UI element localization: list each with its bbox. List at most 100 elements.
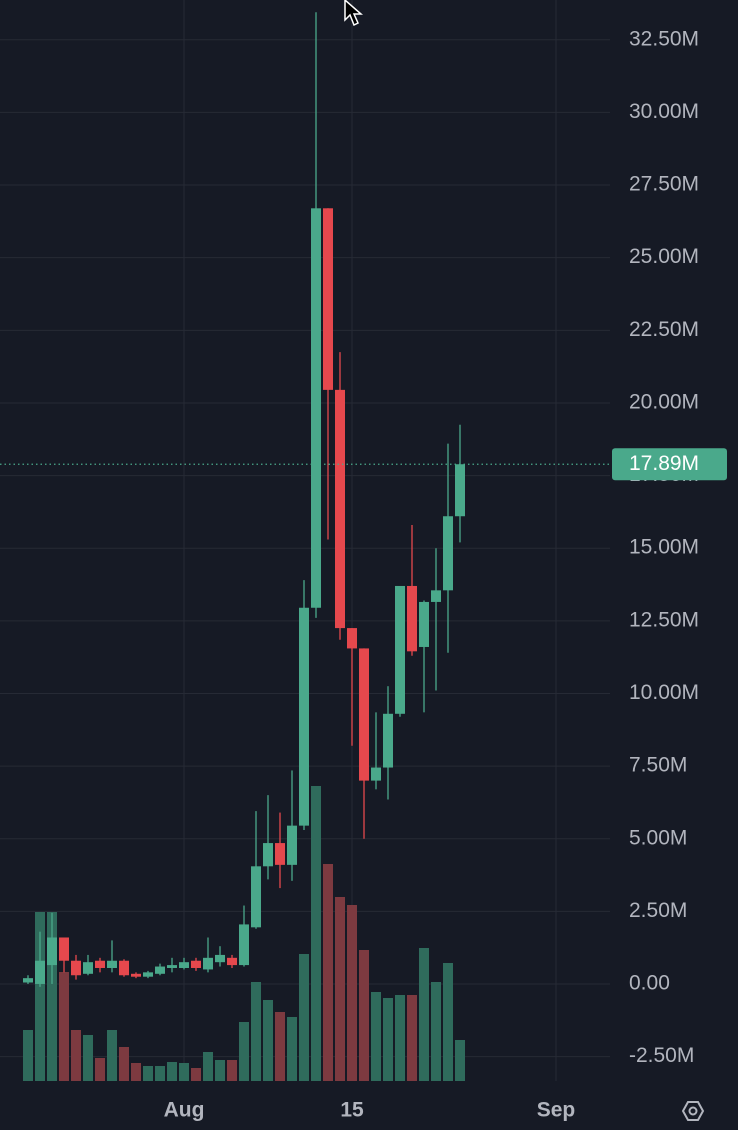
volume-bar <box>95 1058 105 1081</box>
y-tick-label: -2.50M <box>629 1044 694 1067</box>
candle-body <box>155 966 165 974</box>
volume-bar <box>383 998 393 1081</box>
candle-body <box>167 965 177 968</box>
volume-bar <box>179 1063 189 1081</box>
volume-bar <box>419 948 429 1081</box>
volume-bar <box>143 1066 153 1081</box>
y-tick-label: 15.00M <box>629 536 699 559</box>
volume-bar <box>155 1066 165 1081</box>
y-tick-label: 30.00M <box>629 100 699 123</box>
x-tick-label: 15 <box>340 1099 364 1122</box>
y-tick-label: 25.00M <box>629 245 699 268</box>
candle-body <box>191 960 201 968</box>
candle-body <box>287 825 297 865</box>
x-tick-label: Aug <box>164 1099 205 1122</box>
y-tick-label: 0.00 <box>629 972 670 995</box>
x-tick-label: Sep <box>537 1099 576 1122</box>
volume-bar <box>431 982 441 1081</box>
axis-layer: -2.50M 0.00 2.50M 5.00M 7.50M 10.00M 12.50M 15.… <box>0 27 727 1122</box>
candle-body <box>383 713 393 768</box>
volume-bar <box>347 905 357 1081</box>
candle-body <box>323 208 333 390</box>
volume-bar <box>227 1060 237 1081</box>
volume-bar <box>215 1060 225 1081</box>
candle-body <box>203 957 213 970</box>
settings-icon-center[interactable] <box>688 1106 698 1116</box>
last-price-label: 17.89M <box>629 452 699 475</box>
candle-body <box>431 590 441 602</box>
candle-body <box>299 607 309 826</box>
volume-bar <box>287 1017 297 1081</box>
candle-body <box>71 960 81 976</box>
candle-body <box>107 960 117 968</box>
candle-body <box>143 972 153 977</box>
y-tick-label: 7.50M <box>629 754 687 777</box>
candle-body <box>455 464 465 517</box>
candle-body <box>419 601 429 647</box>
candle-body <box>407 585 417 652</box>
candle-layer <box>23 12 465 987</box>
volume-bar <box>35 912 45 1081</box>
candle-body <box>443 516 453 591</box>
settings-icon[interactable] <box>681 1101 705 1121</box>
volume-bar <box>407 995 417 1081</box>
volume-bar <box>167 1062 177 1081</box>
candle-body <box>35 960 45 984</box>
volume-bar <box>131 1063 141 1081</box>
volume-bar <box>311 786 321 1081</box>
volume-bar <box>359 950 369 1081</box>
volume-layer <box>23 786 465 1081</box>
volume-bar <box>83 1035 93 1081</box>
candle-body <box>59 937 69 961</box>
volume-bar <box>455 1040 465 1081</box>
volume-bar <box>371 992 381 1081</box>
volume-bar <box>335 897 345 1081</box>
y-tick-label: 20.00M <box>629 390 699 413</box>
y-tick-label: 32.50M <box>629 27 699 50</box>
y-tick-label: 27.50M <box>629 173 699 196</box>
last-price-badge <box>612 448 727 481</box>
candle-body <box>347 628 357 649</box>
volume-bar <box>47 912 57 1081</box>
mouse-cursor <box>344 0 363 27</box>
volume-bar <box>251 982 261 1081</box>
y-tick-label: 10.00M <box>629 681 699 704</box>
volume-bar <box>395 995 405 1081</box>
volume-bar <box>203 1052 213 1081</box>
volume-bar <box>323 864 333 1081</box>
volume-bar <box>191 1068 201 1081</box>
volume-bar <box>23 1030 33 1081</box>
settings-button[interactable] <box>681 1101 705 1121</box>
candle-body <box>275 843 285 865</box>
volume-bar <box>119 1047 129 1081</box>
candle-body <box>95 960 105 968</box>
candle-body <box>227 957 237 966</box>
y-tick-label: 22.50M <box>629 318 699 341</box>
candle-body <box>263 843 273 867</box>
candle-body <box>371 767 381 781</box>
volume-bar <box>59 972 69 1081</box>
candle-body <box>239 924 249 966</box>
candle-body <box>119 960 129 976</box>
grid <box>0 0 610 1081</box>
candle-body <box>23 978 33 983</box>
volume-bar <box>299 954 309 1081</box>
candle-body <box>335 389 345 629</box>
candle-body <box>83 962 93 974</box>
candle-body <box>179 962 189 968</box>
candle-body <box>311 208 321 608</box>
volume-bar <box>275 1012 285 1081</box>
y-tick-label: 5.00M <box>629 826 687 849</box>
candle-body <box>47 937 57 966</box>
volume-bar <box>443 963 453 1081</box>
volume-bar <box>71 1030 81 1081</box>
volume-bar <box>107 1030 117 1081</box>
candle-body <box>215 954 225 963</box>
y-tick-label: 2.50M <box>629 899 687 922</box>
candle-body <box>359 648 369 781</box>
y-tick-label: 12.50M <box>629 608 699 631</box>
candle-body <box>131 973 141 977</box>
